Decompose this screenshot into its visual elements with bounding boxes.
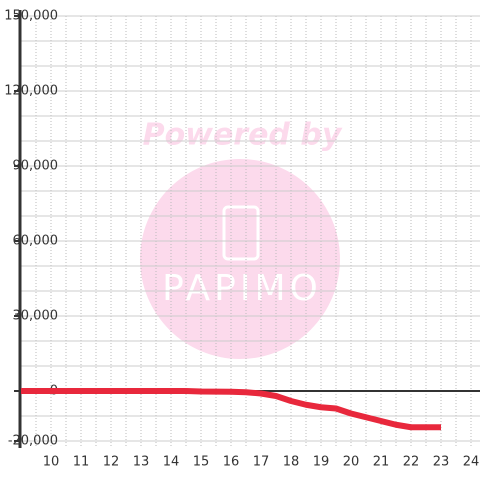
x-tick-label: 12 (103, 455, 120, 470)
x-tick-label: 16 (223, 455, 240, 470)
watermark: Powered by PAPIMO (140, 118, 343, 359)
plot: 10 11 12 13 14 15 16 17 18 19 20 21 22 23 24-20,000030… (4, 9, 480, 470)
x-tick-label: 19 (313, 455, 330, 470)
x-tick-label: 17 (253, 455, 270, 470)
watermark-logo: PAPIMO (162, 268, 322, 309)
x-tick-label: 11 (73, 455, 90, 470)
x-tick-label: 20 (343, 455, 360, 470)
x-tick-label: 24 (463, 455, 480, 470)
x-tick-label: 22 (403, 455, 420, 470)
x-tick-label: 13 (133, 455, 150, 470)
y-tick-label: 150,000 (4, 9, 58, 24)
y-tick-label: 60,000 (13, 234, 59, 249)
x-tick-label: 10 (43, 455, 60, 470)
line-series (21, 388, 441, 431)
watermark-text: Powered by (143, 118, 343, 153)
watermark-phone (222, 205, 260, 261)
x-tick-label: 18 (283, 455, 300, 470)
y-tick-label: 120,000 (4, 84, 58, 99)
x-tick-label: 15 (193, 455, 210, 470)
x-tick-label: 21 (373, 455, 390, 470)
x-tick-label: 14 (163, 455, 180, 470)
y-tick-label: 30,000 (13, 309, 59, 324)
x-tick-label: 23 (433, 455, 450, 470)
y-tick-label: 90,000 (13, 159, 59, 174)
